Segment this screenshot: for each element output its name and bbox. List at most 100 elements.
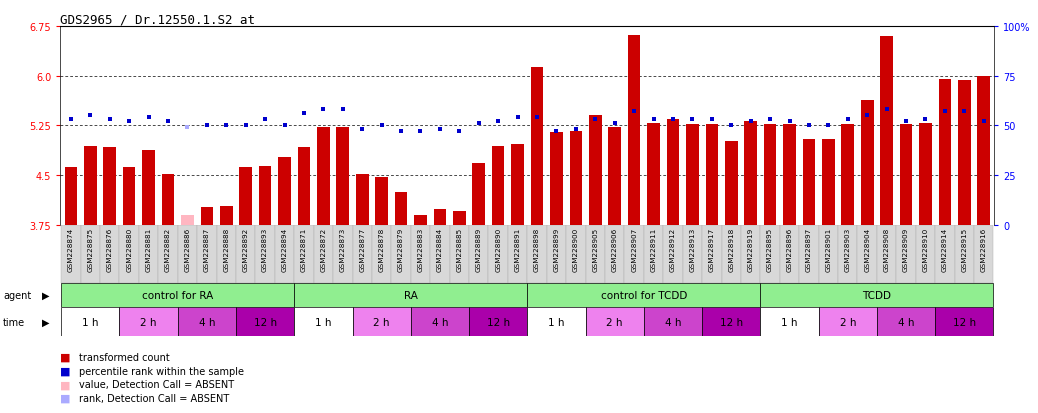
Bar [61,308,119,337]
Text: GSM228904: GSM228904 [865,227,870,271]
Bar [644,225,663,283]
Text: GDS2965 / Dr.12550.1.S2_at: GDS2965 / Dr.12550.1.S2_at [60,13,255,26]
Bar [356,174,368,225]
Bar [449,225,469,283]
Text: GSM228876: GSM228876 [107,227,113,271]
Text: 12 h: 12 h [487,317,510,327]
Text: GSM228873: GSM228873 [339,227,346,271]
Text: GSM228908: GSM228908 [883,227,890,271]
Bar [900,125,912,225]
Bar [434,209,446,225]
Text: 12 h: 12 h [953,317,976,327]
Text: GSM228912: GSM228912 [670,227,676,271]
Bar [919,123,932,225]
Text: GSM228886: GSM228886 [185,227,190,271]
Text: GSM228872: GSM228872 [321,227,326,271]
Text: GSM228880: GSM228880 [127,227,132,271]
Bar [666,119,679,225]
Bar [294,225,313,283]
Text: GSM228879: GSM228879 [398,227,404,271]
Text: 4 h: 4 h [898,317,914,327]
Bar [628,36,640,225]
Bar [294,283,527,308]
Bar [585,308,644,337]
Bar [220,206,233,225]
Bar [391,225,411,283]
Bar [217,225,236,283]
Bar [648,123,660,225]
Text: GSM228878: GSM228878 [379,227,385,271]
Text: GSM228919: GSM228919 [747,227,754,271]
Bar [158,225,177,283]
Bar [799,225,819,283]
Bar [84,147,97,225]
Bar [275,225,294,283]
Bar [702,225,721,283]
Bar [819,308,877,337]
Bar [430,225,449,283]
Bar [663,225,683,283]
Bar [353,308,411,337]
Text: GSM228905: GSM228905 [593,227,598,271]
Text: transformed count: transformed count [79,352,169,362]
Bar [336,128,349,225]
Bar [258,167,271,225]
Bar [197,225,217,283]
Text: 4 h: 4 h [198,317,215,327]
Bar [411,225,430,283]
Bar [838,225,857,283]
Bar [177,308,236,337]
Bar [492,147,504,225]
Bar [298,148,310,225]
Bar [644,308,702,337]
Text: 1 h: 1 h [782,317,798,327]
Text: GSM228893: GSM228893 [263,227,268,271]
Bar [780,225,799,283]
Bar [469,308,527,337]
Bar [822,139,835,225]
Text: GSM228894: GSM228894 [281,227,288,271]
Bar [313,225,333,283]
Bar [625,225,644,283]
Bar [530,68,543,225]
Text: GSM228898: GSM228898 [534,227,540,271]
Bar [764,125,776,225]
Text: 12 h: 12 h [253,317,277,327]
Text: GSM228875: GSM228875 [87,227,93,271]
Bar [761,283,993,308]
Text: 2 h: 2 h [606,317,623,327]
Text: GSM228896: GSM228896 [787,227,792,271]
Text: GSM228911: GSM228911 [651,227,657,271]
Bar [897,225,916,283]
Bar [142,150,155,225]
Text: agent: agent [3,290,31,300]
Bar [605,225,625,283]
Bar [64,168,77,225]
Bar [608,128,621,225]
Bar [119,225,139,283]
Text: rank, Detection Call = ABSENT: rank, Detection Call = ABSENT [79,393,229,403]
Bar [489,225,508,283]
Bar [686,125,699,225]
Bar [683,225,702,283]
Text: GSM228891: GSM228891 [515,227,521,271]
Text: GSM228882: GSM228882 [165,227,171,271]
Bar [880,37,893,225]
Text: GSM228890: GSM228890 [495,227,501,271]
Bar [119,308,177,337]
Bar [104,148,116,225]
Text: GSM228909: GSM228909 [903,227,909,271]
Text: GSM228881: GSM228881 [145,227,152,271]
Bar [100,225,119,283]
Bar [706,125,718,225]
Text: GSM228918: GSM228918 [729,227,734,271]
Bar [317,128,330,225]
Bar [819,225,838,283]
Text: GSM228877: GSM228877 [359,227,365,271]
Text: GSM228892: GSM228892 [243,227,249,271]
Text: 1 h: 1 h [316,317,331,327]
Text: GSM228884: GSM228884 [437,227,443,271]
Text: 4 h: 4 h [432,317,448,327]
Bar [761,308,819,337]
Text: ▶: ▶ [42,290,49,300]
